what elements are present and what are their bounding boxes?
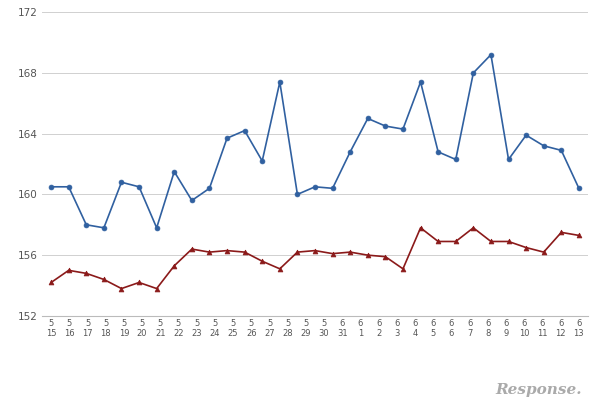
レギュラー看板価格(円/L) [540, 143, 547, 148]
レギュラー実売価格(円/L) [223, 248, 230, 253]
レギュラー実売価格(円/L) [505, 239, 512, 244]
レギュラー実売価格(円/L) [311, 248, 319, 253]
レギュラー実売価格(円/L) [153, 286, 160, 291]
レギュラー看板価格(円/L) [170, 169, 178, 174]
レギュラー実売価格(円/L) [575, 233, 583, 238]
レギュラー看板価格(円/L) [558, 148, 565, 153]
レギュラー実売価格(円/L) [136, 280, 143, 285]
レギュラー実売価格(円/L) [417, 225, 424, 230]
レギュラー実売価格(円/L) [329, 251, 336, 256]
レギュラー実売価格(円/L) [276, 266, 283, 271]
レギュラー実売価格(円/L) [523, 245, 530, 250]
レギュラー看板価格(円/L) [294, 192, 301, 197]
レギュラー看板価格(円/L) [505, 157, 512, 162]
Line: レギュラー看板価格(円/L): レギュラー看板価格(円/L) [49, 52, 581, 230]
レギュラー看板価格(円/L) [223, 136, 230, 141]
レギュラー看板価格(円/L) [153, 225, 160, 230]
レギュラー実売価格(円/L) [364, 253, 371, 258]
レギュラー実売価格(円/L) [65, 268, 72, 273]
Text: Response.: Response. [496, 383, 582, 397]
レギュラー実売価格(円/L) [83, 271, 90, 276]
レギュラー看板価格(円/L) [329, 186, 336, 191]
レギュラー実売価格(円/L) [347, 250, 354, 255]
レギュラー実売価格(円/L) [100, 277, 107, 282]
レギュラー看板価格(円/L) [206, 186, 213, 191]
レギュラー実売価格(円/L) [540, 250, 547, 255]
レギュラー看板価格(円/L) [276, 79, 283, 84]
レギュラー看板価格(円/L) [434, 149, 442, 154]
レギュラー看板価格(円/L) [188, 198, 196, 203]
レギュラー看板価格(円/L) [575, 186, 583, 191]
レギュラー実売価格(円/L) [434, 239, 442, 244]
レギュラー看板価格(円/L) [311, 184, 319, 189]
レギュラー看板価格(円/L) [83, 222, 90, 227]
レギュラー実売価格(円/L) [400, 266, 407, 271]
レギュラー看板価格(円/L) [241, 128, 248, 133]
レギュラー看板価格(円/L) [452, 157, 460, 162]
レギュラー実売価格(円/L) [452, 239, 460, 244]
レギュラー実売価格(円/L) [241, 250, 248, 255]
レギュラー実売価格(円/L) [188, 247, 196, 252]
Line: レギュラー実売価格(円/L): レギュラー実売価格(円/L) [49, 225, 581, 291]
レギュラー看板価格(円/L) [523, 133, 530, 138]
レギュラー実売価格(円/L) [47, 280, 55, 285]
レギュラー看板価格(円/L) [364, 116, 371, 121]
レギュラー看板価格(円/L) [417, 79, 424, 84]
レギュラー看板価格(円/L) [400, 127, 407, 132]
レギュラー看板価格(円/L) [136, 184, 143, 189]
レギュラー看板価格(円/L) [382, 124, 389, 128]
レギュラー看板価格(円/L) [100, 225, 107, 230]
レギュラー看板価格(円/L) [65, 184, 72, 189]
レギュラー実売価格(円/L) [382, 254, 389, 259]
レギュラー看板価格(円/L) [47, 184, 55, 189]
レギュラー看板価格(円/L) [487, 52, 494, 57]
レギュラー実売価格(円/L) [558, 230, 565, 235]
レギュラー実売価格(円/L) [470, 225, 477, 230]
レギュラー実売価格(円/L) [118, 286, 125, 291]
レギュラー実売価格(円/L) [294, 250, 301, 255]
レギュラー看板価格(円/L) [347, 149, 354, 154]
レギュラー実売価格(円/L) [259, 259, 266, 264]
レギュラー看板価格(円/L) [118, 180, 125, 185]
レギュラー実売価格(円/L) [170, 263, 178, 268]
レギュラー看板価格(円/L) [259, 159, 266, 164]
レギュラー看板価格(円/L) [470, 70, 477, 75]
レギュラー実売価格(円/L) [206, 250, 213, 255]
レギュラー実売価格(円/L) [487, 239, 494, 244]
